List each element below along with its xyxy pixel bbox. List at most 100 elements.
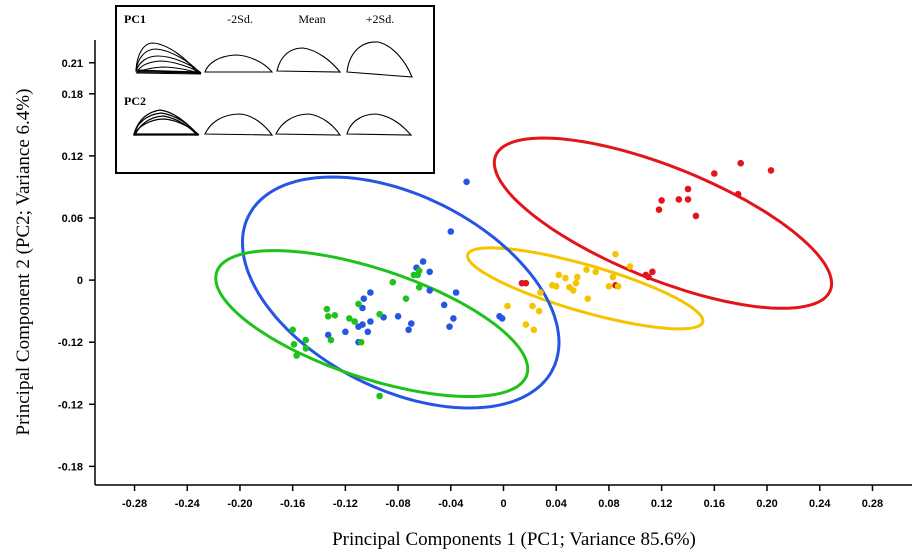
group-1-point — [556, 272, 563, 279]
inset-pc2-label: PC2 — [124, 94, 146, 108]
group-3-point — [358, 339, 365, 346]
group-1-point — [574, 274, 581, 281]
group-2-point — [405, 327, 412, 334]
group-1-point — [562, 275, 569, 282]
x-tick-label: 0.16 — [704, 498, 725, 510]
y-tick-label: -0.12 — [58, 337, 83, 349]
group-1-point — [606, 283, 613, 290]
group-3-point — [403, 295, 410, 302]
group-0-point — [735, 191, 742, 198]
group-0-point — [685, 186, 692, 193]
group-3-point — [291, 341, 298, 348]
group-1-point — [529, 303, 536, 310]
group-3-point — [303, 345, 310, 352]
group-1-point — [583, 266, 590, 273]
group-0-point — [711, 170, 718, 177]
confidence-ellipses — [216, 138, 832, 408]
group-3-point — [376, 311, 383, 318]
group-3-point — [411, 272, 418, 279]
group-2-point — [365, 329, 372, 336]
y-tick-label: 0 — [77, 275, 83, 287]
group-2-point — [361, 295, 368, 302]
group-3-point — [390, 279, 397, 286]
x-tick-label: 0.20 — [756, 498, 777, 510]
group-0-ellipse — [494, 138, 831, 308]
y-tick-label: -0.18 — [58, 461, 83, 473]
group-3-point — [332, 312, 339, 319]
group-3-point — [355, 301, 362, 308]
group-2-point — [420, 258, 427, 265]
group-1-point — [553, 283, 560, 290]
data-points — [289, 160, 774, 399]
group-3-point — [346, 315, 353, 322]
group-2-point — [367, 318, 374, 325]
group-3-point — [324, 306, 331, 313]
group-0-point — [656, 206, 663, 213]
y-tick-label: 0.21 — [62, 58, 83, 70]
group-0-point — [649, 269, 656, 276]
group-3-point — [376, 393, 383, 400]
y-tick-label: -0.12 — [58, 399, 83, 411]
group-3-point — [416, 268, 423, 275]
x-tick-label: -0.24 — [175, 498, 201, 510]
group-1-point — [536, 308, 543, 315]
y-axis-ticks: 0.21 0.18 0.12 0.06 0 -0.12 -0.12 -0.18 — [58, 58, 95, 474]
inset-frame — [116, 6, 434, 173]
group-1-point — [531, 327, 538, 334]
group-2-point — [426, 287, 433, 294]
x-tick-label: -0.28 — [122, 498, 147, 510]
group-2-point — [450, 315, 457, 322]
group-3-point — [289, 327, 296, 334]
x-tick-label: -0.12 — [333, 498, 358, 510]
group-1-point — [523, 321, 530, 328]
group-1-point — [570, 287, 577, 294]
group-2-point — [496, 313, 503, 320]
group-3-point — [325, 313, 332, 320]
inset-col-label-plus: +2Sd. — [366, 12, 394, 26]
group-0-point — [676, 196, 683, 203]
shape-variation-inset: PC1 PC2 -2Sd. Mean +2Sd. — [116, 6, 434, 173]
group-0-point — [737, 160, 744, 167]
x-tick-label: 0.12 — [651, 498, 672, 510]
group-2-point — [446, 323, 453, 330]
group-2-point — [408, 320, 415, 327]
group-2-ellipse — [243, 177, 560, 408]
x-tick-label: -0.04 — [438, 498, 464, 510]
group-2-point — [463, 179, 470, 186]
group-1-point — [612, 251, 619, 258]
group-0-point — [685, 196, 692, 203]
group-1-point — [627, 263, 634, 270]
group-0-point — [768, 167, 775, 174]
group-1-point — [537, 289, 544, 296]
x-tick-label: -0.20 — [227, 498, 252, 510]
group-2-point — [426, 269, 433, 276]
y-tick-label: 0.06 — [62, 213, 83, 225]
x-tick-label: -0.08 — [386, 498, 411, 510]
group-1-point — [610, 274, 617, 281]
group-0-point — [658, 197, 665, 204]
y-tick-label: 0.12 — [62, 151, 83, 163]
inset-col-label-minus: -2Sd. — [227, 12, 253, 26]
group-0-point — [693, 213, 700, 220]
group-1-point — [573, 280, 580, 287]
group-1-point — [592, 269, 599, 276]
x-tick-label: 0.28 — [862, 498, 883, 510]
group-3-point — [416, 284, 423, 291]
x-tick-label: -0.16 — [280, 498, 305, 510]
y-axis-title: Principal Component 2 (PC2; Variance 6.4… — [13, 89, 34, 436]
x-axis-ticks: -0.28 -0.24 -0.20 -0.16 -0.12 -0.08 -0.04 0 0.04… — [122, 485, 883, 510]
group-0-point — [519, 280, 526, 287]
inset-pc1-label: PC1 — [124, 12, 146, 26]
inset-col-label-mean: Mean — [298, 12, 325, 26]
group-1-point — [585, 295, 592, 302]
x-axis-title: Principal Components 1 (PC1; Variance 85… — [332, 529, 696, 550]
group-2-point — [395, 313, 402, 320]
x-tick-label: 0 — [500, 498, 506, 510]
group-3-point — [303, 337, 310, 344]
group-2-point — [441, 302, 448, 309]
group-2-point — [367, 289, 374, 296]
group-3-point — [293, 352, 300, 359]
x-tick-label: 0.04 — [545, 498, 567, 510]
group-1-point — [504, 303, 511, 310]
